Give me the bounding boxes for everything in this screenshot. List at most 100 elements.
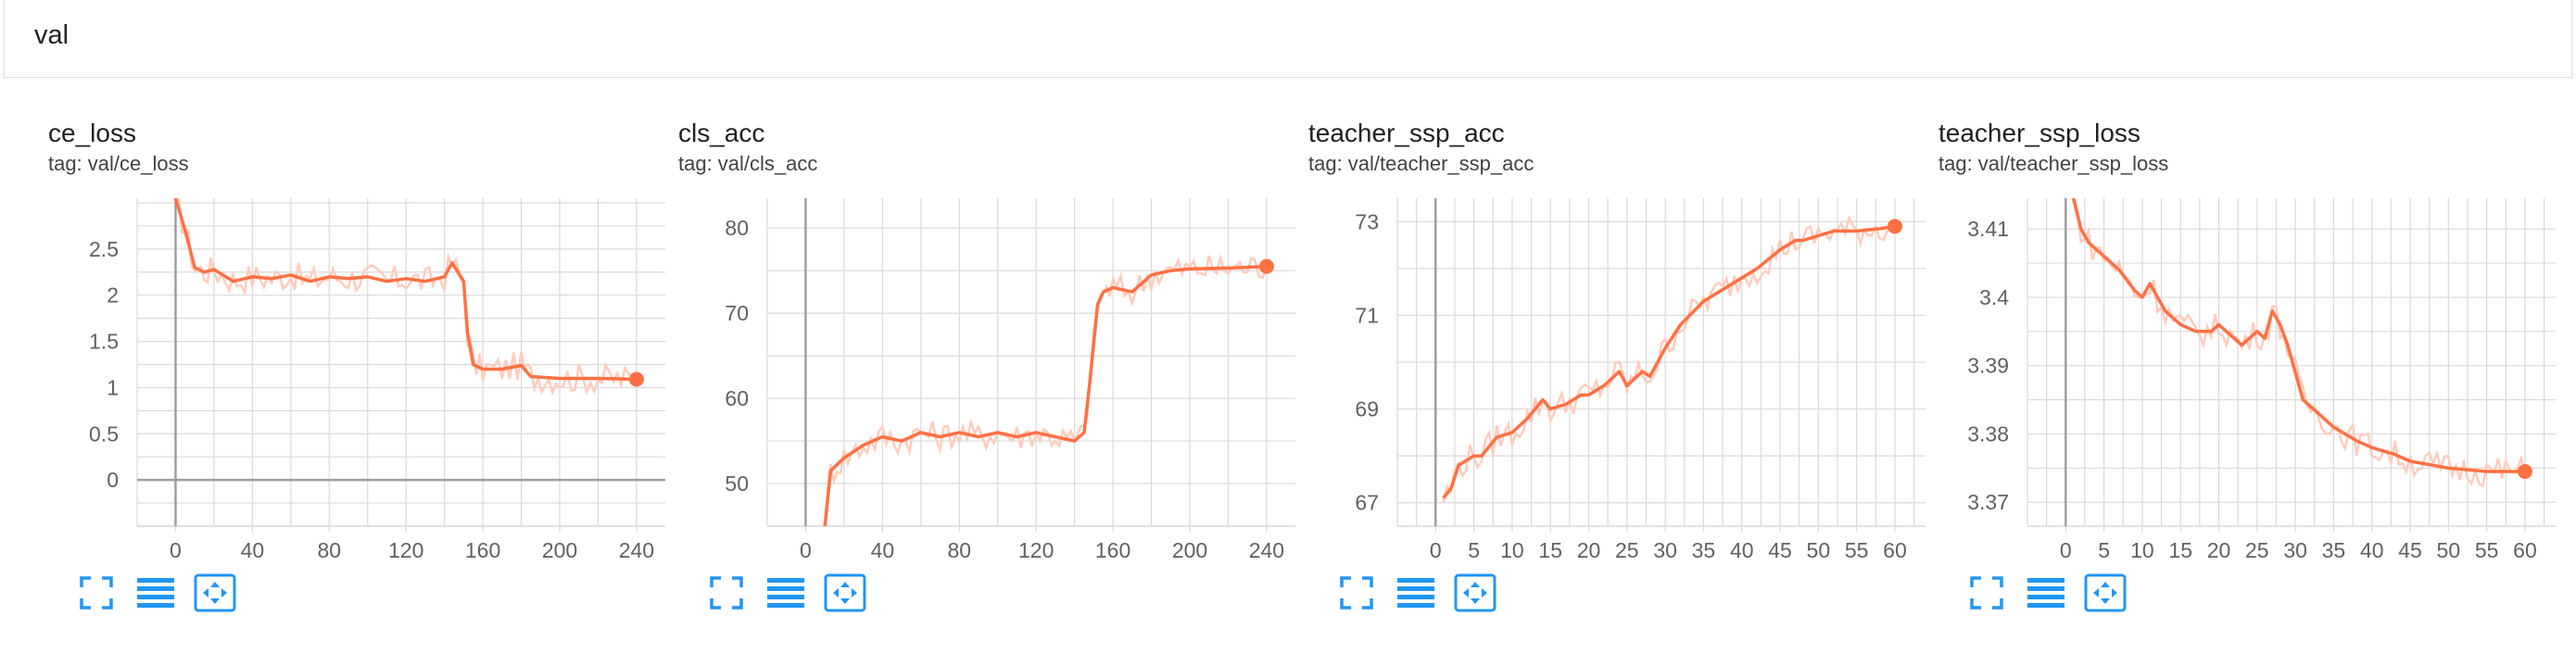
- x-tick-label: 200: [1172, 538, 1207, 561]
- x-tick-label: 20: [1577, 538, 1601, 561]
- series-line: [823, 264, 1267, 526]
- grid: [766, 198, 1295, 527]
- x-tick-label: 0: [800, 538, 812, 561]
- grid: [1396, 198, 1926, 526]
- y-tick-label: 69: [1355, 397, 1379, 421]
- fullscreen-icon[interactable]: [1334, 571, 1379, 615]
- x-tick-label: 0: [170, 538, 182, 561]
- card-title: teacher_ssp_acc: [1308, 119, 1505, 147]
- last-point-marker[interactable]: [2517, 464, 2532, 479]
- y-tick-label: 80: [725, 216, 749, 240]
- chart-card-ce-loss: ce_loss tag: val/ce_loss 0 40 80 120 160 200 2…: [44, 111, 693, 630]
- line-chart[interactable]: 0 40 80 120 160 200 240 50 60 70 80: [675, 191, 1305, 561]
- x-tick-label: 60: [1883, 538, 1907, 561]
- series-line: [2071, 198, 2525, 473]
- data-table-icon[interactable]: [764, 571, 808, 615]
- chart-card-teacher-ssp-acc: teacher_ssp_acc tag: val/teacher_ssp_acc…: [1305, 111, 1953, 630]
- card-tag: tag: val/cls_acc: [678, 152, 818, 175]
- series-line: [1442, 224, 1896, 499]
- card-title: teacher_ssp_loss: [1938, 119, 2140, 147]
- y-tick-label: 67: [1355, 491, 1379, 515]
- x-tick-label: 25: [2245, 538, 2269, 561]
- y-tick-label: 71: [1355, 303, 1379, 327]
- y-tick-label: 60: [725, 386, 749, 410]
- fit-domain-icon[interactable]: [1453, 571, 1497, 615]
- x-tick-label: 55: [1845, 538, 1869, 561]
- chart-card-cls-acc: cls_acc tag: val/cls_acc 0 40 80 120 160 200 2…: [675, 111, 1323, 630]
- fullscreen-icon[interactable]: [1964, 571, 2009, 615]
- fullscreen-icon[interactable]: [74, 571, 119, 615]
- section-title: val: [34, 20, 69, 50]
- y-tick-label: 73: [1355, 209, 1379, 233]
- card-tag: tag: val/teacher_ssp_acc: [1308, 152, 1534, 175]
- data-table-icon[interactable]: [1394, 571, 1438, 615]
- y-tick-label: 1: [107, 375, 119, 399]
- card-title: cls_acc: [678, 119, 765, 147]
- y-tick-label: 0: [107, 468, 119, 492]
- x-tick-label: 55: [2475, 538, 2499, 561]
- y-tick-label: 50: [725, 472, 749, 496]
- chart-card-teacher-ssp-loss: teacher_ssp_loss tag: val/teacher_ssp_lo…: [1935, 111, 2576, 630]
- data-table-icon[interactable]: [133, 571, 178, 615]
- x-tick-label: 160: [1095, 538, 1130, 561]
- x-tick-label: 45: [1768, 538, 1792, 561]
- x-tick-label: 0: [1430, 538, 1442, 561]
- data-table-icon[interactable]: [2024, 571, 2068, 615]
- last-point-marker[interactable]: [1258, 258, 1274, 274]
- x-tick-label: 45: [2398, 538, 2422, 561]
- y-tick-label: 1.5: [89, 330, 119, 354]
- x-tick-label: 30: [2283, 538, 2307, 561]
- x-tick-label: 50: [2437, 538, 2461, 561]
- y-tick-label: 2.5: [89, 237, 119, 261]
- x-tick-label: 40: [1730, 538, 1754, 561]
- x-tick-label: 0: [2060, 538, 2072, 561]
- last-point-marker[interactable]: [1887, 219, 1902, 234]
- card-tag: tag: val/teacher_ssp_loss: [1938, 152, 2169, 175]
- fit-domain-icon[interactable]: [2083, 571, 2128, 615]
- y-tick-label: 3.38: [1967, 421, 2009, 446]
- x-tick-label: 20: [2207, 538, 2231, 561]
- fullscreen-icon[interactable]: [704, 571, 749, 615]
- x-tick-label: 35: [2322, 538, 2346, 561]
- section-header[interactable]: val: [4, 0, 2572, 78]
- x-tick-label: 10: [1500, 538, 1524, 561]
- raw-series-line: [824, 253, 1269, 526]
- x-tick-label: 120: [388, 538, 423, 561]
- line-chart[interactable]: 0 5 10 15 20 25 30 35 40 45 50 55 60 3.37 3.38 3.39 3.4 3…: [1935, 191, 2565, 561]
- x-tick-label: 15: [1538, 538, 1562, 561]
- fit-domain-icon[interactable]: [823, 571, 867, 615]
- x-tick-label: 40: [871, 538, 895, 561]
- y-tick-label: 70: [725, 301, 749, 325]
- raw-series-line: [1442, 214, 1896, 503]
- x-tick-label: 15: [2168, 538, 2192, 561]
- x-tick-label: 80: [317, 538, 341, 561]
- raw-series-line: [177, 198, 638, 396]
- x-tick-label: 35: [1692, 538, 1716, 561]
- y-tick-label: 3.39: [1967, 354, 2009, 378]
- x-tick-label: 5: [1468, 538, 1480, 561]
- x-tick-label: 10: [2130, 538, 2154, 561]
- x-tick-label: 50: [1807, 538, 1831, 561]
- card-title: ce_loss: [48, 119, 136, 147]
- x-tick-label: 120: [1018, 538, 1054, 561]
- fit-domain-icon[interactable]: [193, 571, 237, 615]
- y-tick-label: 3.37: [1967, 490, 2009, 514]
- x-tick-label: 80: [947, 538, 971, 561]
- series-line: [173, 198, 637, 382]
- y-tick-label: 3.4: [1979, 285, 2009, 309]
- x-tick-label: 240: [619, 538, 654, 561]
- last-point-marker[interactable]: [628, 371, 644, 387]
- line-chart[interactable]: 0 5 10 15 20 25 30 35 40 45 50 55 60 67 69 71 73: [1305, 191, 1935, 561]
- y-tick-label: 3.41: [1967, 217, 2009, 241]
- x-tick-label: 40: [241, 538, 265, 561]
- y-tick-label: 0.5: [89, 421, 119, 446]
- y-tick-label: 2: [107, 283, 119, 308]
- x-tick-label: 60: [2513, 538, 2537, 561]
- x-tick-label: 30: [1653, 538, 1677, 561]
- x-tick-label: 240: [1249, 538, 1284, 561]
- raw-series-line: [2073, 198, 2527, 488]
- card-tag: tag: val/ce_loss: [48, 152, 189, 175]
- x-tick-label: 5: [2098, 538, 2110, 561]
- x-tick-label: 200: [542, 538, 577, 561]
- line-chart[interactable]: 0 40 80 120 160 200 240 0 0.5 1 1.5 2 2.5: [44, 191, 675, 561]
